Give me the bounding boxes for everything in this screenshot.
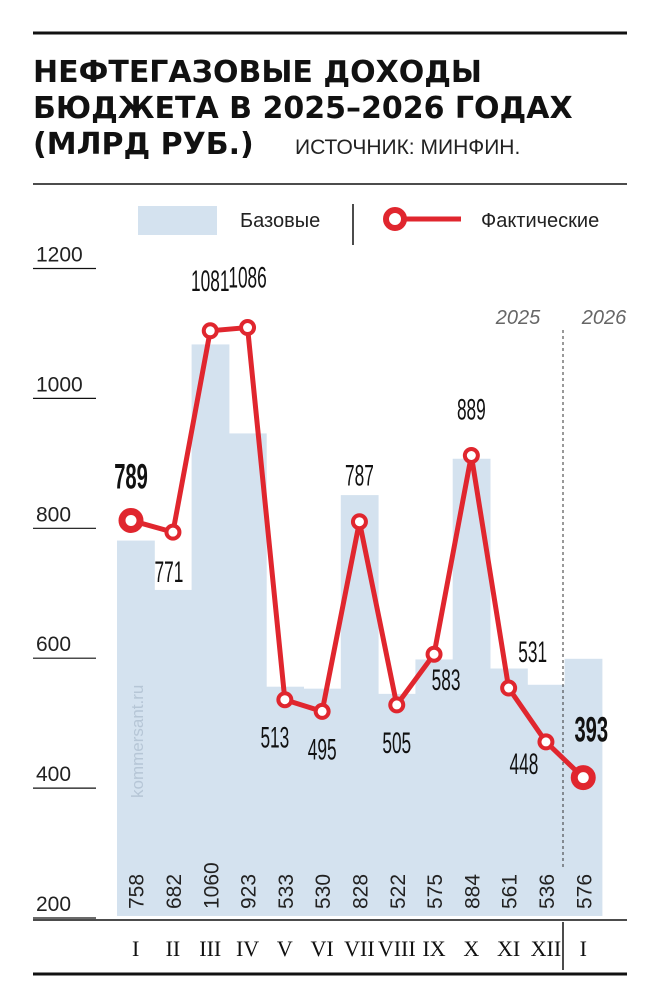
actual-point-10 [462, 446, 480, 464]
actual-point-7 [350, 513, 368, 531]
actual-value-label-6: 495 [308, 734, 337, 767]
actual-point-13 [570, 765, 596, 791]
actual-series [118, 319, 596, 791]
base-value-labels: 758 682 1060 923 533 530 828 522 575 884 561 536 576 [126, 862, 597, 909]
actual-point-2 [164, 523, 182, 541]
actual-point-6 [313, 702, 331, 720]
x-tick-label-5: V [277, 936, 293, 961]
actual-value-label-11: 531 [518, 636, 547, 669]
base-value-label-11: 561 [499, 874, 522, 909]
base-value-label-2: 682 [163, 874, 186, 909]
legend-actual-label: Фактические [481, 210, 599, 232]
base-bar-6 [303, 688, 342, 916]
y-tick-label-400: 400 [36, 763, 71, 786]
x-tick-label-11: XI [497, 936, 520, 961]
actual-value-label-1: 789 [114, 458, 148, 497]
base-bar-5 [266, 686, 304, 916]
base-value-label-4: 923 [238, 874, 261, 909]
actual-point-9 [425, 645, 443, 663]
legend-actual-marker [383, 207, 407, 231]
actual-value-label-5: 513 [260, 722, 289, 755]
base-bar-4 [228, 433, 267, 916]
x-tick-label-10: X [463, 936, 479, 961]
x-tick-label-4: IV [236, 936, 259, 961]
y-axis: 200 400 600 800 1000 1200 [33, 244, 96, 919]
actual-value-label-13: 393 [574, 711, 608, 750]
base-value-label-8: 522 [387, 874, 410, 909]
base-value-label-10: 884 [461, 874, 484, 909]
chart-title-line-3: (МЛРД РУБ.) [33, 127, 254, 162]
base-value-label-7: 828 [349, 874, 372, 909]
chart-title-line-1: НЕФТЕГАЗОВЫЕ ДОХОДЫ [33, 55, 482, 90]
actual-point-11 [500, 679, 518, 697]
y-tick-label-800: 800 [36, 503, 71, 526]
x-tick-label-2: II [166, 936, 181, 961]
base-bar-2 [154, 589, 193, 916]
actual-value-label-3: 1081 [191, 265, 229, 298]
base-value-label-12: 536 [536, 874, 559, 909]
legend: Базовые Фактические [138, 204, 599, 245]
legend-base-swatch [138, 206, 217, 235]
base-value-label-5: 533 [275, 874, 298, 909]
x-tick-label-3: III [199, 936, 221, 961]
legend-base-label: Базовые [240, 210, 320, 232]
x-tick-label-8: VIII [378, 936, 416, 961]
actual-point-12 [537, 733, 555, 751]
base-bar-9 [415, 659, 454, 916]
actual-point-3 [201, 322, 219, 340]
actual-point-4 [239, 319, 257, 337]
x-axis: I II III IV V VI VII VIII IX X XI XII I [132, 936, 587, 961]
base-value-label-13: 576 [573, 874, 596, 909]
x-tick-label-1: I [132, 936, 139, 961]
base-value-label-9: 575 [424, 874, 447, 909]
actual-point-8 [388, 696, 406, 714]
x-tick-label-7: VII [344, 936, 375, 961]
y-tick-label-200: 200 [36, 893, 71, 916]
x-tick-label-9: IX [422, 936, 445, 961]
source-note: ИСТОЧНИК: МИНФИН. [295, 136, 520, 159]
actual-value-label-9: 583 [432, 665, 461, 698]
base-bar-8 [378, 693, 416, 916]
chart-title-line-2: БЮДЖЕТА В 2025–2026 ГОДАХ [33, 91, 573, 126]
actual-value-label-12: 448 [510, 748, 539, 781]
base-value-label-6: 530 [312, 874, 335, 909]
actual-point-5 [276, 691, 294, 709]
x-tick-label-13: I [580, 936, 587, 961]
base-value-label-1: 758 [126, 874, 149, 909]
y-tick-label-600: 600 [36, 633, 71, 656]
x-tick-label-6: VI [311, 936, 334, 961]
actual-point-1 [118, 507, 144, 533]
y-tick-label-1200: 1200 [36, 244, 83, 267]
year-label-2025: 2025 [495, 307, 541, 329]
y-tick-label-1000: 1000 [36, 373, 83, 396]
actual-value-label-10: 889 [457, 394, 486, 427]
base-bar-3 [191, 344, 230, 916]
actual-value-label-8: 505 [382, 727, 411, 760]
actual-value-label-7: 787 [345, 460, 374, 493]
year-label-2026: 2026 [581, 307, 627, 329]
actual-value-label-2: 771 [155, 556, 184, 589]
base-bars [117, 344, 603, 916]
x-tick-label-12: XII [531, 936, 562, 961]
watermark: kommersant.ru [128, 685, 147, 798]
base-bar-7 [340, 495, 379, 916]
actual-value-label-4: 1086 [228, 262, 266, 295]
base-value-label-3: 1060 [200, 862, 223, 909]
base-bar-1 [117, 540, 155, 916]
